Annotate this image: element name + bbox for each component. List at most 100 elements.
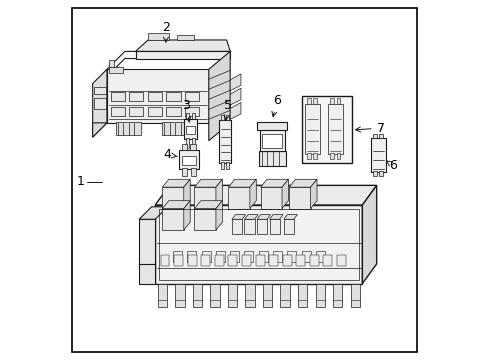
Bar <box>221 162 224 169</box>
Bar <box>110 93 124 102</box>
Bar <box>129 107 143 116</box>
Bar <box>282 255 291 266</box>
Bar <box>244 251 253 262</box>
Bar <box>182 156 196 165</box>
Bar <box>225 162 229 169</box>
Bar <box>221 115 224 120</box>
Bar <box>190 168 195 176</box>
Bar <box>258 251 267 262</box>
Bar <box>257 219 266 234</box>
Bar <box>148 33 169 40</box>
Bar <box>173 251 182 262</box>
Polygon shape <box>139 207 167 219</box>
Bar <box>315 251 324 262</box>
Bar <box>231 219 242 234</box>
Polygon shape <box>249 179 256 208</box>
Polygon shape <box>139 219 155 269</box>
Bar <box>230 251 239 262</box>
Bar <box>174 255 183 266</box>
Bar <box>185 126 195 134</box>
Bar <box>227 284 237 307</box>
Polygon shape <box>230 88 241 105</box>
Polygon shape <box>257 215 270 219</box>
Text: 6: 6 <box>271 94 281 117</box>
Bar <box>329 98 333 104</box>
Bar <box>225 115 229 120</box>
Polygon shape <box>362 185 376 284</box>
Bar <box>370 138 385 172</box>
Bar <box>268 255 278 266</box>
Polygon shape <box>216 179 222 208</box>
Bar <box>323 255 332 266</box>
Bar <box>216 251 224 262</box>
Bar <box>201 255 210 266</box>
Bar <box>182 168 186 176</box>
Bar <box>162 122 187 135</box>
Bar <box>245 284 254 307</box>
Bar <box>306 98 310 104</box>
Text: 7: 7 <box>355 122 384 135</box>
Polygon shape <box>93 123 107 137</box>
Bar <box>336 153 340 159</box>
Bar <box>306 153 310 159</box>
Bar <box>288 187 310 208</box>
Bar <box>147 107 162 116</box>
Bar <box>175 284 184 307</box>
Bar <box>259 125 285 152</box>
Bar <box>301 96 351 163</box>
Bar <box>184 93 199 102</box>
Bar <box>108 67 123 73</box>
Polygon shape <box>282 179 288 208</box>
Bar <box>194 187 216 208</box>
Bar <box>372 171 376 176</box>
Bar <box>147 93 162 102</box>
Bar <box>94 98 106 109</box>
Polygon shape <box>283 215 297 219</box>
Bar <box>313 153 316 159</box>
Polygon shape <box>194 201 222 208</box>
Polygon shape <box>244 215 258 219</box>
Bar <box>269 219 279 234</box>
Bar <box>257 122 287 130</box>
Bar <box>228 255 237 266</box>
Bar <box>116 122 141 135</box>
Polygon shape <box>231 215 245 219</box>
Bar <box>296 255 305 266</box>
Bar <box>201 251 210 262</box>
Bar <box>160 255 169 266</box>
Bar <box>255 255 264 266</box>
Polygon shape <box>288 179 316 187</box>
Polygon shape <box>93 69 107 137</box>
Bar <box>297 284 306 307</box>
Polygon shape <box>155 185 376 205</box>
Bar <box>159 208 358 280</box>
Text: 2: 2 <box>162 21 169 42</box>
Bar <box>182 144 187 150</box>
Bar <box>187 251 196 262</box>
Polygon shape <box>269 215 283 219</box>
Bar <box>107 69 208 123</box>
Bar <box>309 255 318 266</box>
Text: 5: 5 <box>224 99 232 120</box>
Polygon shape <box>208 51 230 141</box>
Polygon shape <box>216 201 222 230</box>
Bar <box>191 113 195 119</box>
Bar <box>305 104 319 154</box>
Bar <box>228 187 249 208</box>
Bar <box>162 187 183 208</box>
Polygon shape <box>107 51 230 76</box>
Polygon shape <box>230 74 241 91</box>
Bar <box>192 284 202 307</box>
Bar <box>166 107 180 116</box>
Bar <box>179 150 199 169</box>
Text: 3: 3 <box>181 99 190 122</box>
Bar <box>183 119 197 139</box>
Polygon shape <box>194 179 222 187</box>
Bar <box>350 284 359 307</box>
Text: 1: 1 <box>77 175 84 188</box>
Bar <box>110 107 124 116</box>
Bar <box>176 35 194 40</box>
Bar <box>157 284 166 307</box>
Polygon shape <box>162 201 190 208</box>
Bar <box>329 153 333 159</box>
